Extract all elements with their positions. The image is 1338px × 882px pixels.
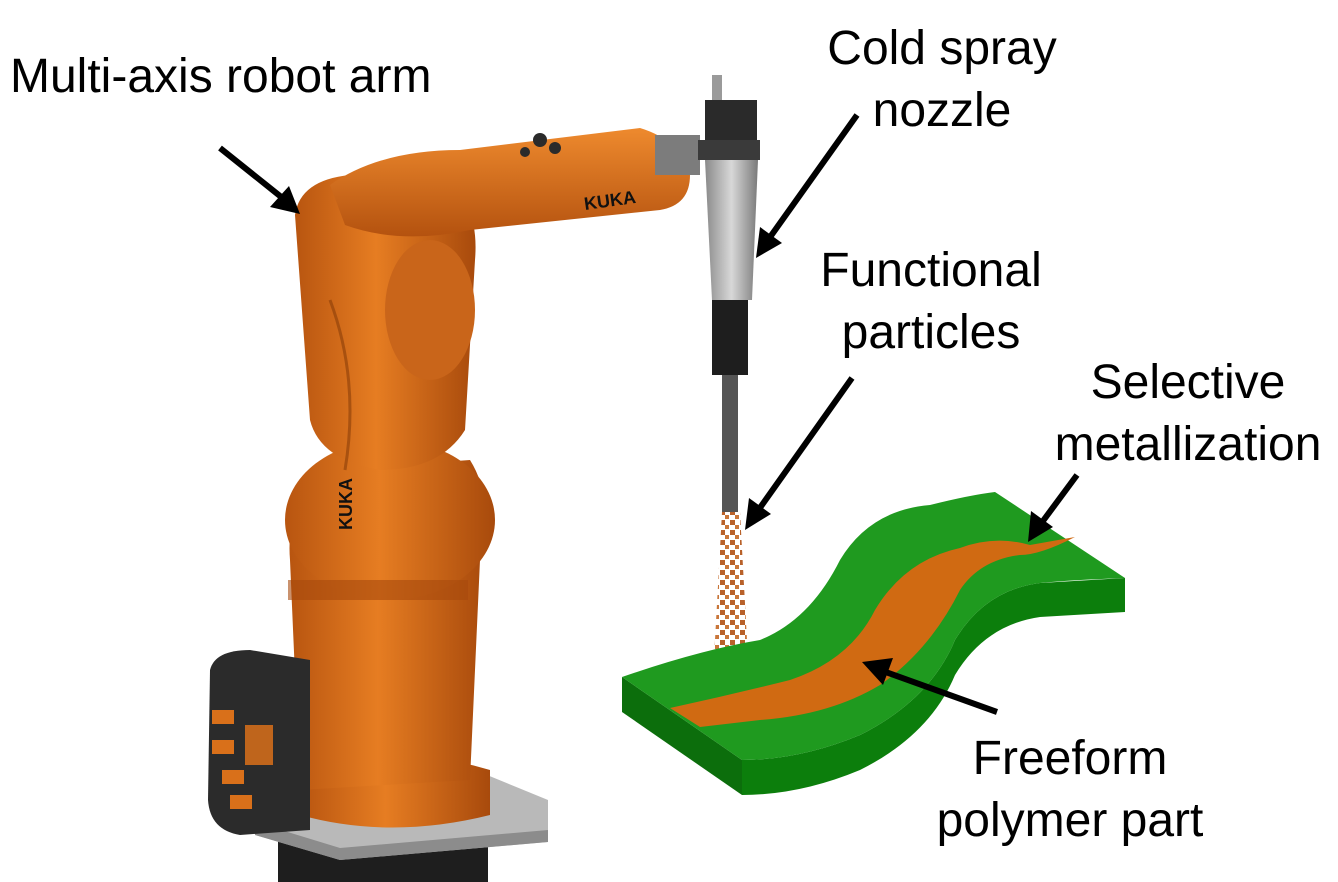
arrow-metallization: [1028, 473, 1080, 542]
arrow-robot-arm: [218, 145, 300, 214]
label-functional-particles: Functional particles: [800, 240, 1062, 364]
cold-spray-nozzle: [698, 75, 760, 515]
arrow-polymer-part: [862, 658, 999, 715]
label-particles-line2: particles: [841, 306, 1021, 359]
robot-forearm: [330, 128, 700, 237]
robot-connector-box: [208, 650, 310, 835]
label-cold-spray-nozzle: Cold spray nozzle: [812, 18, 1072, 142]
label-metallization-line2: metallization: [1054, 418, 1322, 471]
label-part-line1: Freeform: [972, 732, 1168, 785]
arrow-nozzle: [756, 113, 860, 258]
label-selective-metallization: Selective metallization: [1040, 352, 1336, 476]
robot-lower-body: [285, 440, 495, 790]
arrow-particles: [745, 376, 855, 530]
label-freeform-polymer-part: Freeform polymer part: [918, 728, 1222, 852]
label-metallization-line1: Selective: [1090, 356, 1286, 409]
label-nozzle-line1: Cold spray: [827, 22, 1057, 75]
brand-logo-arm: KUKA: [336, 478, 356, 530]
label-robot-arm: Multi-axis robot arm: [10, 46, 431, 108]
label-particles-line1: Functional: [820, 244, 1042, 297]
robot-upper-link: [295, 175, 476, 471]
label-robot-arm-line1: Multi-axis robot arm: [10, 50, 432, 103]
label-nozzle-line2: nozzle: [872, 84, 1012, 137]
label-part-line2: polymer part: [936, 794, 1204, 847]
